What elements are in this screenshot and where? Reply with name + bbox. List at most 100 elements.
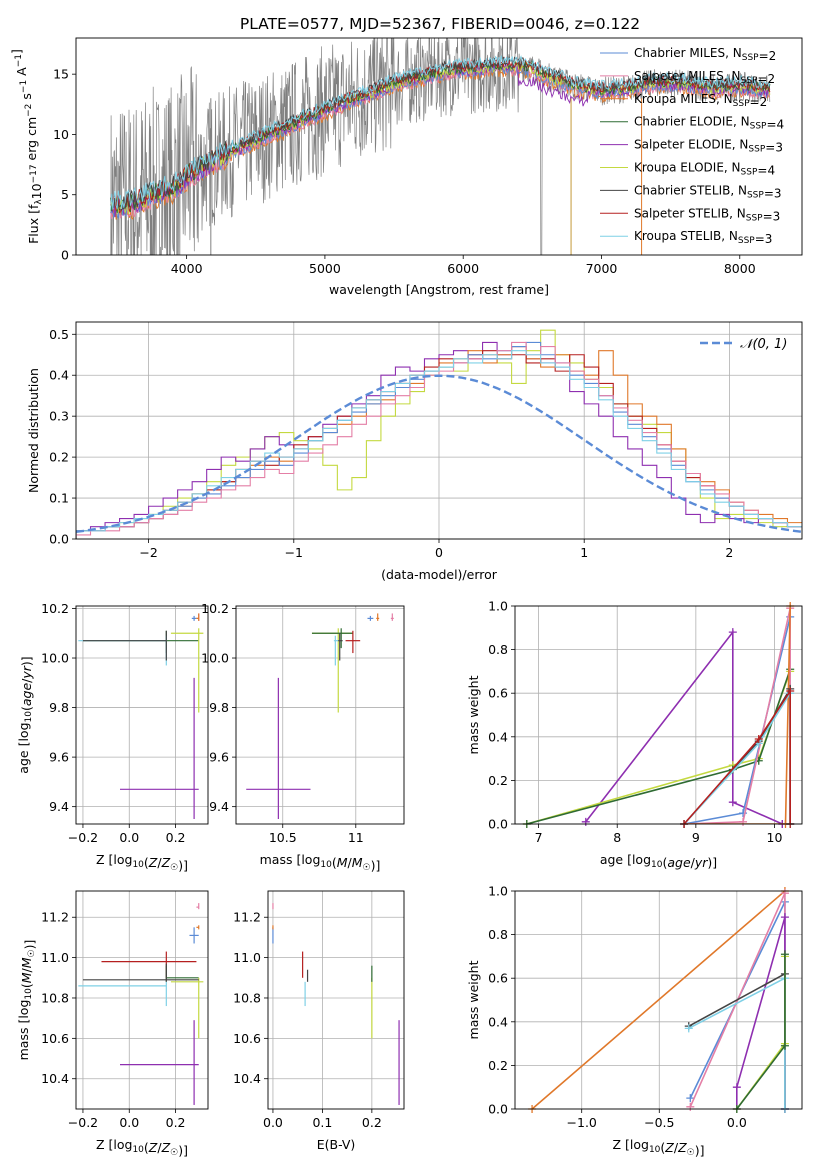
model-spectrum-kroupa_stelib bbox=[110, 55, 771, 211]
weight-marker-salpeter_elodie bbox=[581, 817, 590, 826]
y-tick-label: 10 bbox=[53, 127, 69, 142]
label-part: age [log bbox=[600, 852, 651, 867]
label-part: =4 bbox=[757, 164, 775, 178]
label-part: =2 bbox=[759, 49, 777, 63]
label-part: Z bbox=[148, 855, 158, 870]
label-part: =3 bbox=[763, 209, 781, 223]
residual_histogram-axes: −2 −1 0 1 2 0.0 0.1 0.2 0.3 0.4 0.5 (data-model)/er… bbox=[26, 322, 802, 582]
y-tick-label: 0.8 bbox=[488, 927, 508, 942]
x-axis-label: (data-model)/error bbox=[381, 567, 498, 582]
weight-marker-salpeter_elodie bbox=[728, 798, 737, 807]
label-part: age bbox=[667, 855, 691, 870]
x-tick-label: 4000 bbox=[171, 261, 203, 276]
errorbar-point-salpeter_elodie bbox=[246, 677, 311, 820]
label-part: λ bbox=[34, 199, 44, 205]
x-tick-label: 0.2 bbox=[166, 830, 186, 845]
x-tick-label: −0.2 bbox=[68, 1115, 98, 1130]
errorbar-point-salpeter_miles bbox=[390, 613, 394, 621]
label-part: ( bbox=[332, 855, 337, 870]
legend-label-salpeter_stelib: Salpeter STELIB, NSSP=3 bbox=[634, 206, 780, 223]
label-part: ] bbox=[9, 49, 24, 54]
x-tick-label: 10.5 bbox=[269, 830, 297, 845]
weight-line-kroupa_miles bbox=[684, 606, 791, 824]
label-part: ( bbox=[144, 855, 149, 870]
errorbar-point-salpeter_elodie bbox=[120, 677, 199, 820]
weight_vs_Z-axes: −1.0 −0.5 0.00.00.20.40.60.81.0Z [log10(Z/… bbox=[466, 884, 802, 1158]
label-part: ( bbox=[144, 1140, 149, 1155]
label-part: s bbox=[19, 93, 34, 104]
spectrum-frame bbox=[75, 37, 803, 256]
y-tick-label: 0.0 bbox=[488, 817, 508, 832]
y-tick-label: 0.0 bbox=[49, 532, 69, 547]
x-tick-label: −1 bbox=[285, 545, 303, 560]
label-part: 10 bbox=[320, 860, 332, 870]
x-tick-label: 0 bbox=[435, 545, 443, 560]
x-tick-label: 11 bbox=[348, 830, 364, 845]
y-axis-label: mass [log10(M/M☉)] bbox=[16, 940, 37, 1061]
label-part: ☉ bbox=[170, 1148, 178, 1158]
x-tick-label: 8000 bbox=[724, 261, 756, 276]
y-tick-label: 11.2 bbox=[233, 910, 261, 925]
x-tick-label: −2 bbox=[139, 545, 157, 560]
y-tick-label: 9.8 bbox=[209, 700, 229, 715]
label-part: ( bbox=[19, 983, 34, 988]
label-part: / bbox=[19, 967, 34, 972]
spectrum-axes: 4000 5000 6000 7000 8000 0 5 10 15 wavelength [An… bbox=[9, 38, 784, 297]
x-tick-label: 7000 bbox=[586, 261, 618, 276]
legend-label-kroupa_miles: Kroupa MILES, NSSP=2 bbox=[634, 92, 767, 109]
label-part: =3 bbox=[755, 232, 773, 246]
label-part: mass weight bbox=[466, 675, 481, 754]
model-spectrum-salpeter_stelib bbox=[110, 56, 771, 214]
errorbar-point-chabrier_miles bbox=[367, 615, 374, 621]
y-tick-label: 0.6 bbox=[488, 686, 508, 701]
y-tick-label: 0.2 bbox=[49, 450, 69, 465]
legend-label-kroupa_elodie: Kroupa ELODIE, NSSP=4 bbox=[634, 161, 775, 178]
x-tick-label: 0.0 bbox=[727, 1115, 747, 1130]
label-part: −2 bbox=[24, 104, 34, 117]
label-part: Z bbox=[161, 1140, 171, 1155]
x-tick-label: 10 bbox=[767, 830, 783, 845]
weight-marker-salpeter_stelib bbox=[754, 734, 763, 743]
errorbar-point-salpeter_stelib bbox=[101, 951, 197, 978]
errorbar-point-kroupa_miles bbox=[196, 613, 200, 621]
x-tick-label: 0.0 bbox=[119, 830, 139, 845]
y-tick-label: 9.6 bbox=[49, 750, 69, 765]
weight-marker-salpeter_elodie bbox=[728, 628, 737, 637]
label-part: Z [log bbox=[96, 852, 132, 867]
y-tick-label: 0 bbox=[61, 248, 69, 263]
histogram-salpeter_miles bbox=[76, 341, 802, 539]
y-tick-label: 10.2 bbox=[41, 601, 69, 616]
legend-label-chabrier_elodie: Chabrier ELODIE, NSSP=4 bbox=[634, 115, 784, 132]
label-part: erg cm bbox=[24, 117, 39, 165]
legend-label-chabrier_stelib: Chabrier STELIB, NSSP=3 bbox=[634, 183, 782, 200]
age_vs_Z-frame bbox=[75, 605, 209, 825]
label-part: M bbox=[337, 855, 348, 870]
errorbar-point-salpeter_miles bbox=[196, 903, 200, 910]
label-part: Salpeter MILES, N bbox=[634, 69, 741, 83]
label-part: ( bbox=[660, 1140, 665, 1155]
label-part: / bbox=[691, 855, 696, 870]
x-axis-label: Z [log10(Z/Z☉)] bbox=[96, 852, 188, 873]
weight-marker-chabrier_miles bbox=[686, 1094, 695, 1103]
x-axis-label: Z [log10(Z/Z☉)] bbox=[612, 1137, 704, 1158]
weight-marker-salpeter_elodie bbox=[780, 913, 789, 922]
label-part: 10 bbox=[651, 860, 663, 870]
mass_vs_EBV-frame bbox=[267, 890, 405, 1110]
label-part: SSP bbox=[747, 190, 764, 200]
weight_vs_Z-frame bbox=[514, 890, 803, 1110]
label-part: SSP bbox=[733, 99, 750, 109]
errorbar-point-chabrier_miles bbox=[191, 615, 197, 621]
label-part: ☉ bbox=[363, 863, 371, 873]
label-part: yr bbox=[19, 665, 34, 679]
y-tick-label: 11.0 bbox=[41, 950, 69, 965]
legend-label-salpeter_elodie: Salpeter ELODIE, NSSP=3 bbox=[634, 138, 783, 155]
label-part: SSP bbox=[738, 236, 755, 246]
errorbar-point-kroupa_miles bbox=[196, 925, 200, 930]
legend-label-salpeter_miles: Salpeter MILES, NSSP=2 bbox=[634, 69, 775, 86]
y-tick-label: 9.4 bbox=[49, 799, 69, 814]
label-part: 10 bbox=[649, 1145, 661, 1155]
y-axis-label: Normed distribution bbox=[26, 368, 41, 493]
label-part: Flux [f bbox=[26, 204, 41, 244]
label-part: =2 bbox=[757, 72, 775, 86]
